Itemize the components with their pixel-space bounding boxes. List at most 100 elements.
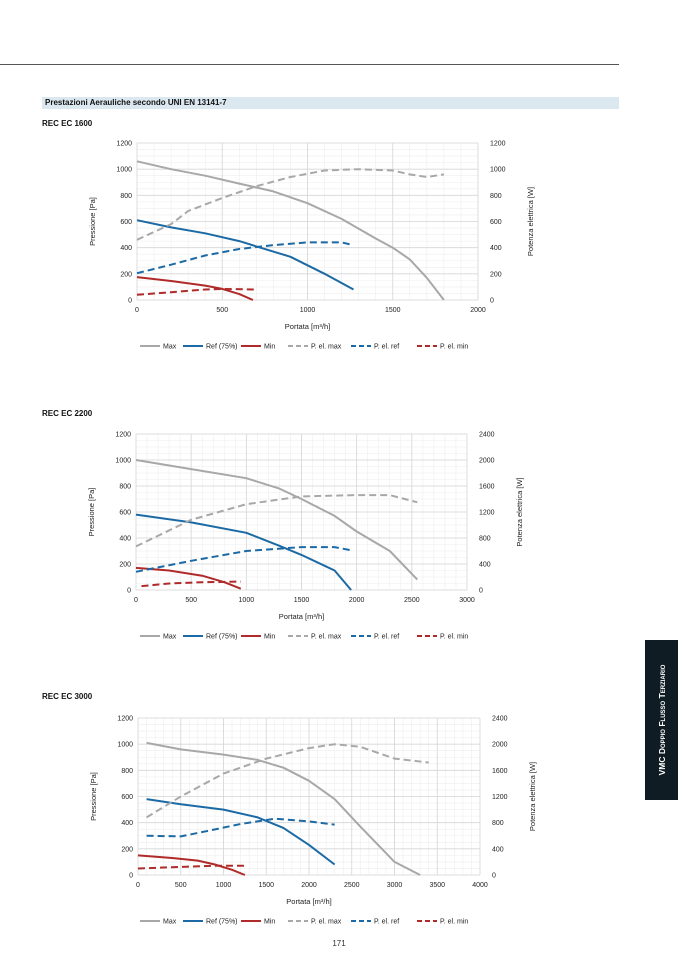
- legend-label: P. el. max: [311, 634, 342, 641]
- y2-tick-label: 400: [492, 846, 504, 853]
- x-tick-label: 3000: [459, 597, 475, 604]
- legend-label: Ref (75%): [206, 344, 238, 351]
- series-min: [137, 854, 246, 876]
- x-tick-label: 1500: [294, 597, 310, 604]
- y2-tick-label: 0: [492, 873, 496, 880]
- legend-label: P. el. min: [440, 919, 468, 926]
- chart-title-rec-ec-1600: REC EC 1600: [42, 119, 93, 128]
- y2-tick-label: 1000: [490, 167, 506, 174]
- x-tick-label: 2500: [404, 597, 420, 604]
- y2-tick-label: 800: [479, 536, 491, 543]
- x-tick-label: 4000: [472, 882, 488, 889]
- x-tick-label: 2000: [349, 597, 365, 604]
- x-tick-label: 1000: [216, 882, 232, 889]
- y-axis-label: Pressione [Pa]: [87, 488, 96, 537]
- series-p-el-max: [146, 743, 429, 819]
- y2-axis-label: Potenza elettrica [W]: [515, 477, 524, 546]
- legend-label: Max: [163, 634, 177, 641]
- legend-label: Min: [264, 344, 275, 351]
- side-tab-label: VMC Doppio Flusso Terziario: [656, 664, 667, 776]
- page-number: 171: [332, 939, 346, 948]
- series-p-el-ref: [136, 241, 354, 275]
- y2-tick-label: 2000: [479, 458, 495, 465]
- section-header: Prestazioni Aerauliche secondo UNI EN 13…: [42, 97, 619, 109]
- x-tick-label: 500: [175, 882, 187, 889]
- y2-tick-label: 800: [490, 193, 502, 200]
- y-axis-label: Pressione [Pa]: [89, 772, 98, 821]
- y-tick-label: 1200: [115, 432, 131, 439]
- legend-label: P. el. ref: [374, 344, 399, 351]
- legend-label: P. el. max: [311, 344, 342, 351]
- x-tick-label: 500: [216, 307, 228, 314]
- y-tick-label: 400: [121, 820, 133, 827]
- x-tick-label: 2500: [344, 882, 360, 889]
- y2-tick-label: 1200: [479, 510, 495, 517]
- y-tick-label: 1200: [117, 716, 133, 723]
- y2-tick-label: 1200: [490, 141, 506, 148]
- chart-rec-ec-2200: 0 500 1000 1500 2000 2500 3000 0 200 400 600 800 100…: [87, 432, 524, 641]
- x-tick-label: 0: [136, 882, 140, 889]
- series-p-el-max: [135, 494, 418, 548]
- series-p-el-min: [141, 580, 241, 588]
- y2-tick-label: 200: [490, 271, 502, 278]
- series-p-el-min: [137, 864, 245, 870]
- legend-label: Max: [163, 919, 177, 926]
- y2-tick-label: 400: [479, 562, 491, 569]
- y-tick-label: 200: [119, 562, 131, 569]
- y-tick-label: 0: [128, 298, 132, 305]
- x-tick-label: 0: [135, 307, 139, 314]
- x-axis-label: Portata [m³/h]: [279, 612, 324, 621]
- legend-label: P. el. min: [440, 634, 468, 641]
- x-tick-label: 1500: [385, 307, 401, 314]
- series-min: [136, 276, 254, 301]
- y-axis-label: Pressione [Pa]: [88, 197, 97, 246]
- legend-label: Min: [264, 634, 275, 641]
- x-tick-label: 2000: [470, 307, 486, 314]
- y2-tick-label: 2000: [492, 742, 508, 749]
- y2-tick-label: 2400: [492, 716, 508, 723]
- y2-tick-label: 1600: [479, 484, 495, 491]
- chart-title-rec-ec-3000: REC EC 3000: [42, 692, 93, 701]
- x-tick-label: 2000: [301, 882, 317, 889]
- y-tick-label: 800: [119, 484, 131, 491]
- legend-label: P. el. ref: [374, 919, 399, 926]
- y2-tick-label: 2400: [479, 432, 495, 439]
- x-tick-label: 1000: [300, 307, 316, 314]
- y-tick-label: 1200: [116, 141, 132, 148]
- y2-tick-label: 1200: [492, 794, 508, 801]
- y-tick-label: 400: [120, 245, 132, 252]
- x-tick-label: 500: [185, 597, 197, 604]
- y2-axis-label: Potenza elettrica [W]: [528, 762, 537, 831]
- series-max: [135, 459, 419, 581]
- x-axis-label: Portata [m³/h]: [285, 322, 330, 331]
- x-tick-label: 3500: [429, 882, 445, 889]
- series-ref-75: [146, 798, 336, 866]
- series-ref-75: [135, 513, 352, 591]
- y2-tick-label: 0: [490, 298, 494, 305]
- y-tick-label: 600: [121, 794, 133, 801]
- y2-tick-label: 1600: [492, 768, 508, 775]
- series-min: [135, 566, 242, 590]
- x-tick-label: 3000: [387, 882, 403, 889]
- y-tick-label: 0: [127, 588, 131, 595]
- y2-tick-label: 400: [490, 245, 502, 252]
- series-p-el-ref: [135, 546, 352, 573]
- y-tick-label: 1000: [115, 458, 131, 465]
- legend-label: P. el. ref: [374, 634, 399, 641]
- y-tick-label: 800: [120, 193, 132, 200]
- legend-label: P. el. max: [311, 919, 342, 926]
- y-tick-label: 600: [119, 510, 131, 517]
- legend-label: P. el. min: [440, 344, 468, 351]
- section-title: Prestazioni Aerauliche secondo UNI EN 13…: [45, 98, 227, 107]
- y-tick-label: 200: [121, 846, 133, 853]
- header-rule: [0, 64, 619, 65]
- y-tick-label: 200: [120, 271, 132, 278]
- y2-axis-label: Potenza elettrica [W]: [526, 187, 535, 256]
- x-axis-label: Portata [m³/h]: [286, 897, 331, 906]
- legend-label: Min: [264, 919, 275, 926]
- series-p-el-max: [136, 168, 445, 241]
- y-tick-label: 800: [121, 768, 133, 775]
- y-tick-label: 600: [120, 219, 132, 226]
- series-p-el-ref: [146, 817, 335, 838]
- y-tick-label: 1000: [116, 167, 132, 174]
